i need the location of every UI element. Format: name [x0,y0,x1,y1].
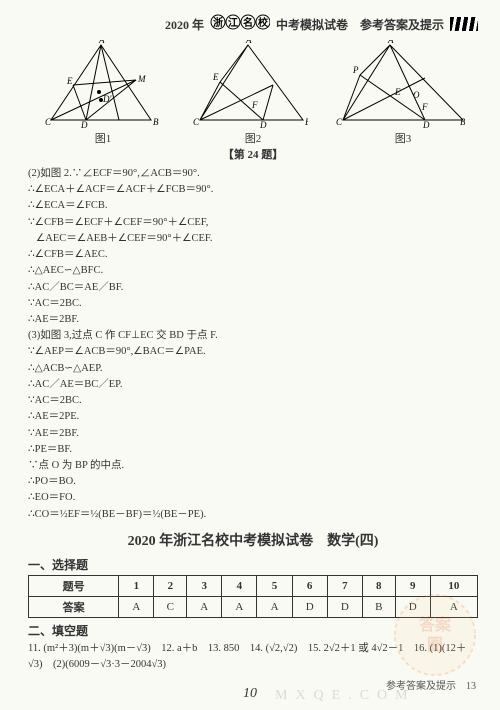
proof-line: ∴∠CFB＝∠AEC. [28,247,478,262]
page-number: 10 [243,686,257,702]
fill-answers: 11. (m²＋3)(m＋√3)(m－√3) 12. a＋b 13. 850 1… [28,641,478,673]
svg-text:E: E [394,87,401,97]
circ-4: 校 [258,16,269,29]
proof-line: (3)如图 3,过点 C 作 CF⊥EC 交 BD 于点 F. [28,328,478,343]
svg-text:F: F [421,102,428,112]
svg-text:D: D [422,120,430,130]
fig-cap-2: 图2 [245,130,262,146]
fig-cap-1: 图1 [95,130,112,146]
svg-text:B: B [153,117,159,127]
svg-text:A: A [387,40,394,45]
svg-text:F: F [251,100,258,110]
circ-2: 江 [228,16,238,29]
figures-row: A C B E M D D′ A C B E D F [28,40,478,130]
proof-line: ∴CO＝½EF＝½(BE－BF)＝½(BE－PE). [28,507,478,522]
proof-line: ∴PE＝BF. [28,442,478,457]
figure-captions: 图1 图2 图3 [28,130,478,146]
circ-1: 浙 [213,16,223,29]
svg-text:B: B [305,117,308,127]
proof-line: ∴△AEC∽△BFC. [28,263,478,278]
row-label-ans: 答案 [29,596,119,617]
svg-text:A: A [245,40,252,45]
svg-text:E: E [212,72,219,82]
svg-text:P: P [352,65,359,75]
table-row: 题号 1 2 3 4 5 6 7 8 9 10 [29,575,478,596]
proof-line: ∴AC／BC＝AE／BF. [28,280,478,295]
proof-line: ∵∠CFB＝∠ECF＋∠CEF＝90°＋∠CEF, [28,215,478,230]
section-title: 2020 年浙江名校中考模拟试卷 数学(四) [28,530,478,550]
figure-1: A C B E M D D′ [41,40,161,130]
svg-text:E: E [66,76,73,86]
proof-line: ∴AE＝2BF. [28,312,478,327]
proof-line: ∴△ACB∽△AEP. [28,361,478,376]
proof-line: ∴PO＝BO. [28,474,478,489]
choice-label: 一、选择题 [28,556,478,573]
proof-line: ∴∠ECA＝∠FCB. [28,198,478,213]
header-circled: 浙 江 名 校 [210,14,270,34]
header-year: 2020 年 [165,16,204,33]
footer-text: 参考答案及提示 13 [386,677,476,692]
answers-table: 题号 1 2 3 4 5 6 7 8 9 10 答案 A C A A A D D… [28,575,478,618]
proof-line: ∵AE＝2BF. [28,426,478,441]
fill-label: 二、填空题 [28,622,478,639]
proof-line: (2)如图 2.∵∠ECF＝90°,∠ACB＝90°. [28,166,478,181]
proof-line: ∵点 O 为 BP 的中点. [28,458,478,473]
proof-line: ∵AC＝2BC. [28,296,478,311]
svg-text:O: O [413,90,420,100]
proof-line: ∴AE＝2PE. [28,409,478,424]
figure-3: A C B P D E OF [335,40,465,130]
header-bars-icon [450,17,478,31]
header-rest: 中考模拟试卷 参考答案及提示 [276,16,444,33]
proof-body: (2)如图 2.∵∠ECF＝90°,∠ACB＝90°.∴∠ECA＋∠ACF＝∠A… [28,166,478,522]
proof-line: ∵AC＝2BC. [28,393,478,408]
figure-2: A C B E D F [188,40,308,130]
page-header: 2020 年 浙 江 名 校 中考模拟试卷 参考答案及提示 [28,14,478,34]
proof-line: ∴AC／AE＝BC／EP. [28,377,478,392]
proof-line: ∵∠AEP＝∠ACB＝90°,∠BAC＝∠PAE. [28,344,478,359]
svg-text:D: D [259,120,267,130]
table-row: 答案 A C A A A D D B D A [29,596,478,617]
fig-cap-3: 图3 [395,130,412,146]
svg-text:D: D [80,120,88,130]
svg-text:D′: D′ [102,94,112,104]
row-label-nums: 题号 [29,575,119,596]
page: 2020 年 浙 江 名 校 中考模拟试卷 参考答案及提示 [0,0,500,710]
svg-text:C: C [193,117,200,127]
proof-line: ∴∠ECA＋∠ACF＝∠ACF＋∠FCB＝90°. [28,182,478,197]
proof-line: ∠AEC＝∠AEB＋∠CEF＝90°＋∠CEF. [28,231,478,246]
svg-text:C: C [336,117,343,127]
svg-text:B: B [460,117,465,127]
svg-text:A: A [98,40,105,45]
proof-line: ∴EO＝FO. [28,490,478,505]
figure-group-caption: 【第 24 题】 [28,146,478,162]
svg-text:M: M [137,74,146,84]
circ-3: 名 [243,16,253,29]
svg-text:C: C [45,117,52,127]
